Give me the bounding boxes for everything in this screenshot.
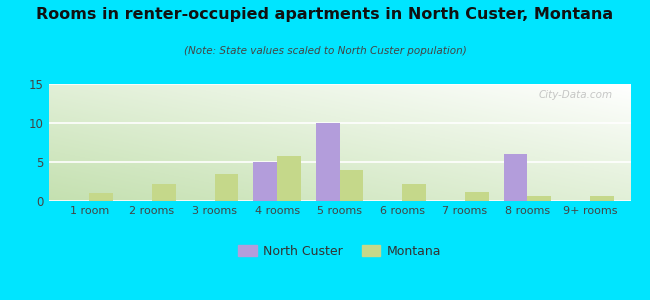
Text: Rooms in renter-occupied apartments in North Custer, Montana: Rooms in renter-occupied apartments in N…	[36, 8, 614, 22]
Bar	[90, 193, 113, 201]
Bar	[339, 170, 363, 201]
Bar	[402, 184, 426, 201]
Text: City-Data.com: City-Data.com	[539, 90, 613, 100]
Bar	[316, 123, 339, 201]
Bar	[214, 175, 239, 201]
Legend: North Custer, Montana: North Custer, Montana	[233, 240, 446, 262]
Bar	[152, 184, 176, 201]
Bar	[465, 192, 489, 201]
Bar	[527, 196, 551, 201]
Bar	[590, 196, 614, 201]
Bar	[504, 154, 527, 201]
Bar	[277, 156, 301, 201]
Bar	[254, 162, 277, 201]
Text: (Note: State values scaled to North Custer population): (Note: State values scaled to North Cust…	[183, 46, 467, 56]
